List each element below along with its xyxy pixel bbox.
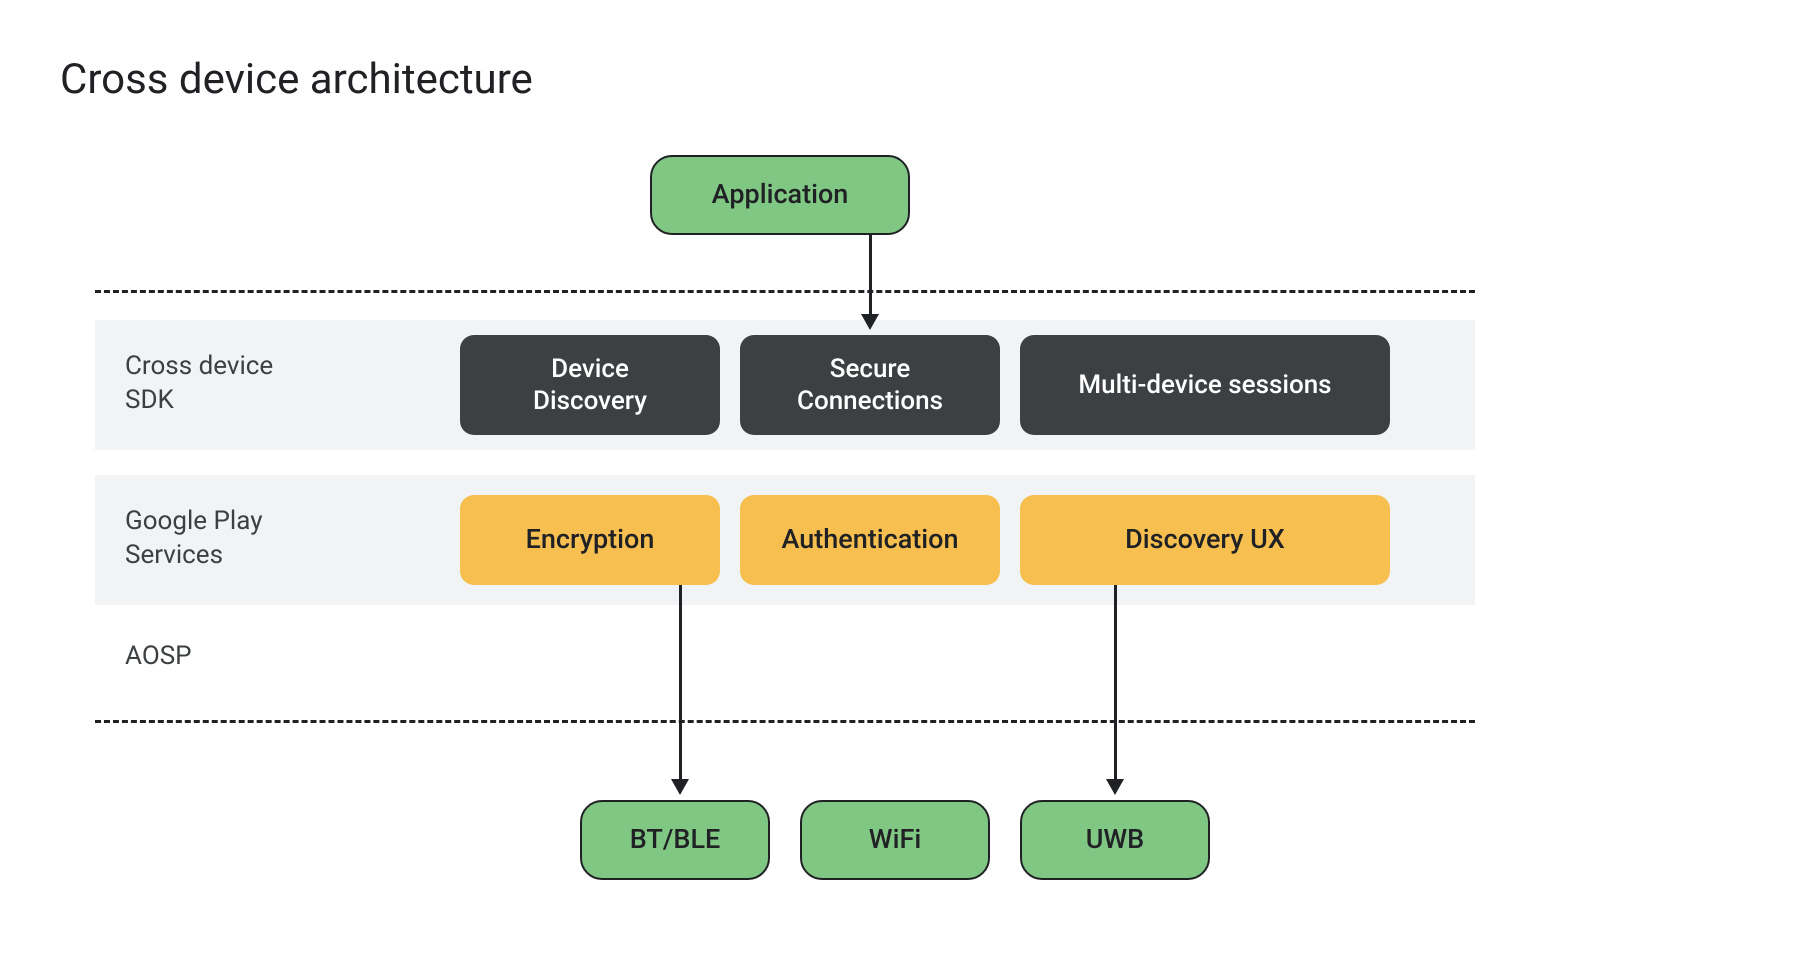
label-sdk: Cross deviceSDK: [125, 350, 273, 418]
arrow-dux-to-uwb-head: [1106, 779, 1124, 795]
dashed-top: [95, 290, 1475, 293]
diagram-canvas: Cross device architecture Cross deviceSD…: [0, 0, 1800, 954]
dashed-bottom: [95, 720, 1475, 723]
node-device-discovery: DeviceDiscovery: [460, 335, 720, 435]
arrow-enc-to-bt-line: [679, 585, 682, 779]
arrow-app-to-sdk-head: [861, 314, 879, 330]
arrow-enc-to-bt-head: [671, 779, 689, 795]
node-encryption: Encryption: [460, 495, 720, 585]
node-secure-connections: SecureConnections: [740, 335, 1000, 435]
arrow-dux-to-uwb-line: [1114, 585, 1117, 779]
node-wifi: WiFi: [800, 800, 990, 880]
node-authentication: Authentication: [740, 495, 1000, 585]
label-play: Google PlayServices: [125, 505, 263, 573]
arrow-app-to-sdk-line: [869, 235, 872, 314]
diagram-title: Cross device architecture: [60, 55, 533, 104]
node-multi-device-sessions: Multi-device sessions: [1020, 335, 1390, 435]
node-discovery-ux: Discovery UX: [1020, 495, 1390, 585]
label-aosp: AOSP: [125, 640, 192, 674]
node-btble: BT/BLE: [580, 800, 770, 880]
node-application: Application: [650, 155, 910, 235]
node-uwb: UWB: [1020, 800, 1210, 880]
